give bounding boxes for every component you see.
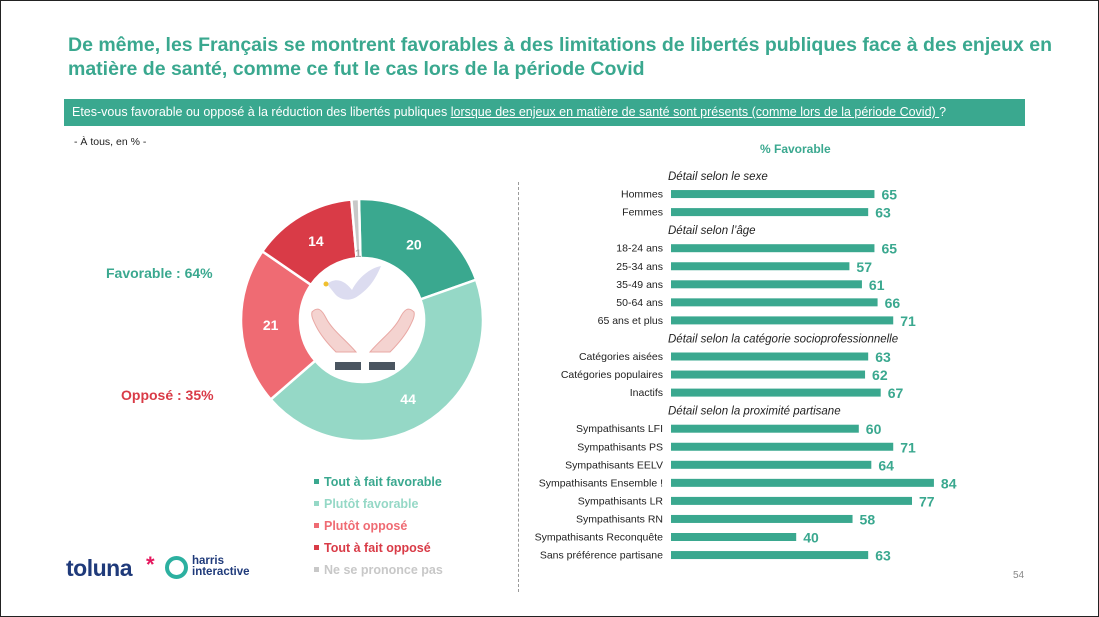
legend-label: Tout à fait favorable (324, 475, 442, 489)
harris-line2: interactive (192, 566, 250, 578)
summary-oppose: Opposé : 35% (121, 387, 214, 403)
vertical-separator (518, 182, 519, 592)
legend-swatch (314, 567, 319, 573)
slide-title: De même, les Français se montrent favora… (68, 34, 1053, 80)
base-note: - À tous, en % - (74, 136, 147, 148)
legend-item-nsp: Ne se prononce pas (314, 562, 443, 584)
harris-logo: harris interactive (192, 555, 250, 578)
legend-swatch (314, 479, 319, 485)
legend-item-tout-favorable: Tout à fait favorable (314, 474, 443, 496)
legend-item-plutot-oppose: Plutôt opposé (314, 518, 443, 540)
harris-line1: harris (192, 555, 224, 567)
toluna-star-icon: * (146, 552, 155, 577)
legend-swatch (314, 523, 319, 529)
summary-favorable: Favorable : 64% (106, 265, 213, 281)
toluna-logo: toluna (66, 555, 133, 581)
legend-label: Tout à fait opposé (324, 541, 431, 555)
legend-item-tout-oppose: Tout à fait opposé (314, 540, 443, 562)
bar-chart-header: % Favorable (760, 142, 831, 156)
legend-label: Plutôt favorable (324, 497, 419, 511)
legend-swatch (314, 545, 319, 551)
legend-item-plutot-favorable: Plutôt favorable (314, 496, 443, 518)
question-underlined: lorsque des enjeux en matière de santé s… (450, 105, 940, 119)
harris-ring-icon (165, 556, 188, 579)
donut-legend: Tout à fait favorable Plutôt favorable P… (314, 474, 443, 584)
legend-swatch (314, 501, 319, 507)
question-banner: Etes-vous favorable ou opposé à la réduc… (64, 99, 1025, 126)
page-number: 54 (1013, 570, 1025, 581)
legend-label: Ne se prononce pas (324, 563, 443, 577)
question-suffix: ? (939, 105, 947, 119)
legend-label: Plutôt opposé (324, 519, 408, 533)
question-prefix: Etes-vous favorable ou opposé à la réduc… (72, 105, 451, 119)
